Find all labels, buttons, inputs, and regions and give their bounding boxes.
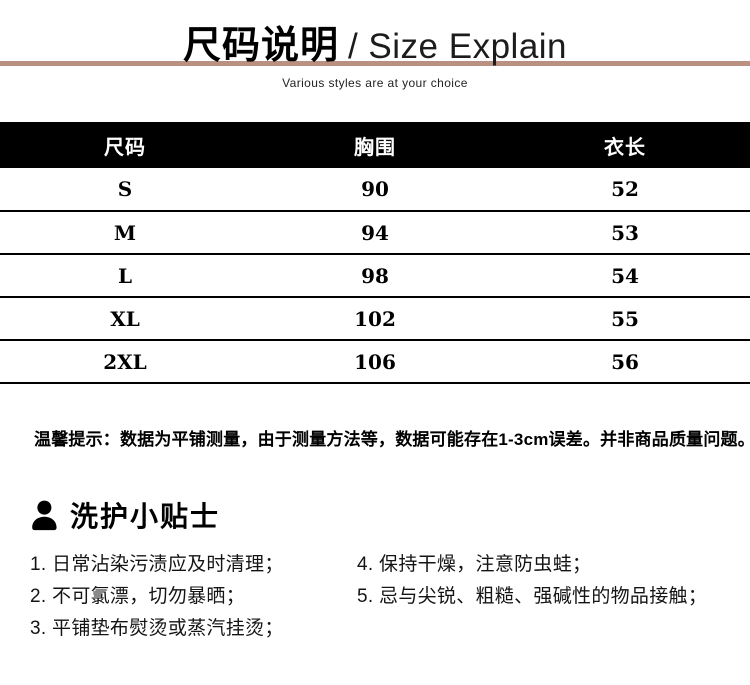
size-table-header: 尺码 胸围 衣长 [0,122,750,168]
page-title-english: / Size Explain [347,27,568,66]
size-table-header-row: 尺码 胸围 衣长 [0,122,750,168]
cell-length: 56 [500,340,750,384]
list-item: 4. 保持干燥，注意防虫蛙； [357,554,592,575]
list-item: 1. 日常沾染污渍应及时清理； [30,554,284,575]
cell-bust: 90 [250,168,500,212]
page-title-chinese: 尺码说明 [182,25,339,67]
table-row: M 94 53 [0,211,750,255]
person-icon [30,498,62,532]
page-subtitle: Various styles are at your choice [282,76,468,90]
cell-bust: 98 [250,254,500,298]
size-table: 尺码 胸围 衣长 S 90 52 M 94 53 L 98 54 XL [0,122,750,384]
care-tips-title: 洗护小贴士 [70,501,221,532]
page-title: 尺码说明 / Size Explain [0,24,750,69]
cell-size: L [0,254,250,298]
table-row: XL 102 55 [0,297,750,341]
size-table-body: S 90 52 M 94 53 L 98 54 XL 102 55 2XL 10 [0,168,750,384]
cell-length: 54 [500,254,750,298]
list-item: 5. 忌与尖锐、粗糙、强碱性的物品接触； [357,586,708,607]
care-tips-column-left: 1. 日常沾染污渍应及时清理； 2. 不可氯漂，切勿暴晒； 3. 平铺垫布熨烫或… [30,549,357,645]
care-tips-section: 洗护小贴士 1. 日常沾染污渍应及时清理； 2. 不可氯漂，切勿暴晒； 3. 平… [30,495,750,645]
cell-size: 2XL [0,340,250,384]
column-header-length: 衣长 [500,122,750,168]
cell-size: M [0,211,250,255]
cell-bust: 106 [250,340,500,384]
table-row: S 90 52 [0,168,750,212]
title-horizontal-rule [0,61,750,66]
page-header: 尺码说明 / Size Explain Various styles are a… [0,0,750,96]
list-item: 2. 不可氯漂，切勿暴晒； [30,586,246,607]
column-header-size: 尺码 [0,122,250,168]
care-tips-list: 1. 日常沾染污渍应及时清理； 2. 不可氯漂，切勿暴晒； 3. 平铺垫布熨烫或… [30,549,750,645]
cell-size: S [0,168,250,212]
cell-length: 52 [500,168,750,212]
measurement-notice: 温馨提示：数据为平铺测量，由于测量方法等，数据可能存在1-3cm误差。并非商品质… [34,430,750,449]
list-item: 3. 平铺垫布熨烫或蒸汽挂烫； [30,618,284,639]
table-row: L 98 54 [0,254,750,298]
cell-bust: 102 [250,297,500,341]
cell-length: 53 [500,211,750,255]
cell-bust: 94 [250,211,500,255]
care-tips-column-right: 4. 保持干燥，注意防虫蛙； 5. 忌与尖锐、粗糙、强碱性的物品接触； [357,549,707,645]
table-row: 2XL 106 56 [0,340,750,384]
column-header-bust: 胸围 [250,122,500,168]
cell-size: XL [0,297,250,341]
care-tips-header: 洗护小贴士 [30,495,750,535]
cell-length: 55 [500,297,750,341]
